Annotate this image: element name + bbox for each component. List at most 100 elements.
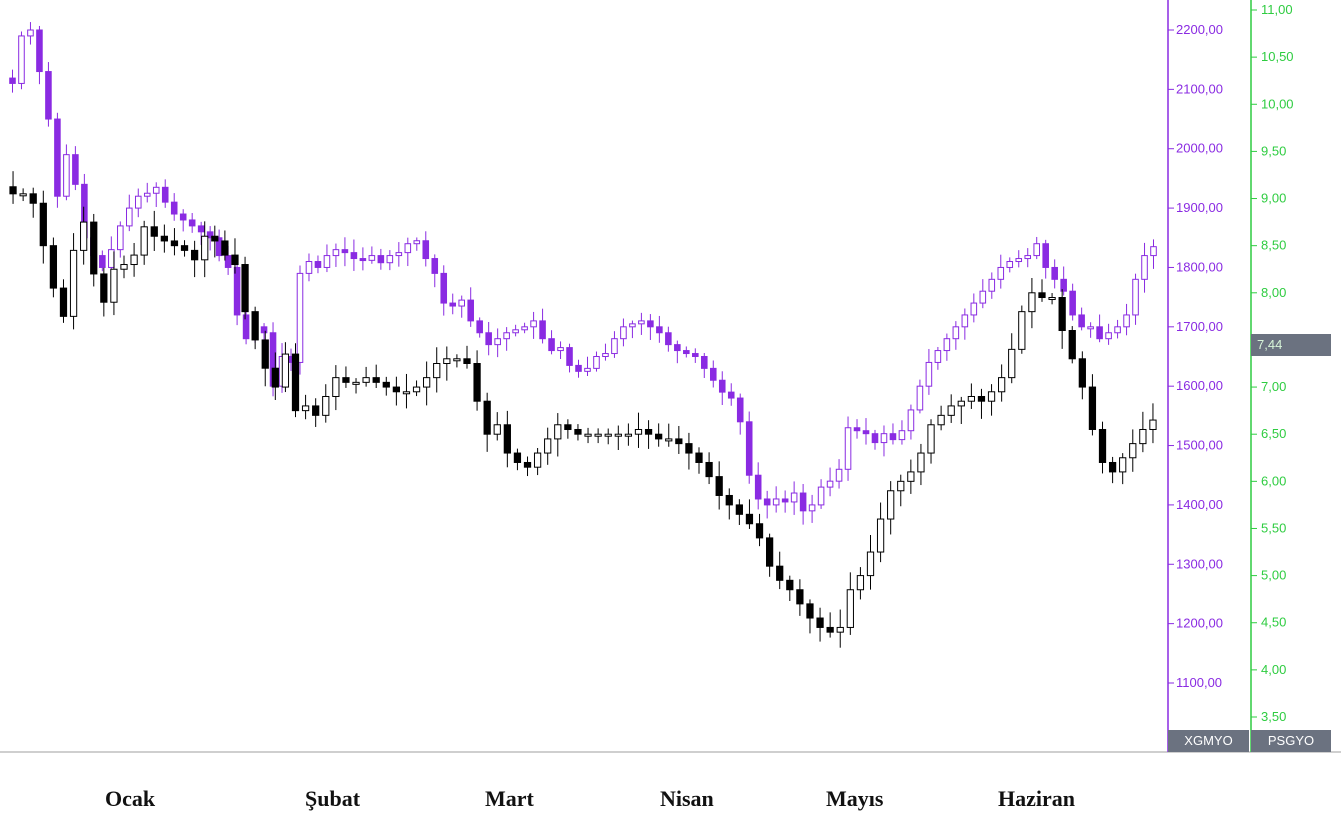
xgmyo-candle-body: [305, 261, 313, 274]
psgyo-axis-ticks: 3,504,004,505,005,506,006,507,007,508,00…: [1251, 2, 1294, 724]
xgmyo-candle-body: [188, 219, 196, 227]
xgmyo-candle-body: [799, 492, 807, 512]
xgmyo-candle-body: [467, 299, 474, 322]
psgyo-candle-body: [342, 377, 350, 383]
xgmyo-candle-body: [853, 427, 861, 432]
psgyo-candle-body: [594, 433, 602, 437]
xgmyo-candle-body: [260, 326, 268, 334]
psgyo-candle-body: [665, 438, 673, 442]
psgyo-candle-body: [1068, 330, 1076, 360]
xgmyo-candle-body: [485, 332, 492, 346]
xgmyo-candle-body: [233, 266, 241, 316]
xgmyo-candle-body: [242, 314, 250, 340]
psgyo-candle-body: [1028, 292, 1036, 313]
xgmyo-candle-body: [1015, 258, 1023, 263]
psgyo-candle-body: [806, 603, 814, 619]
xgmyo-candle-body: [152, 186, 160, 194]
xgmyo-candle-body: [880, 433, 888, 444]
psgyo-candle-body: [90, 221, 98, 275]
psgyo-candle-body: [1058, 297, 1066, 332]
xgmyo-candles: [9, 22, 1157, 525]
xgmyo-candle-body: [808, 504, 816, 512]
psgyo-candle-body: [644, 428, 653, 435]
xgmyo-candle-body: [224, 255, 232, 268]
psgyo-candle-body: [170, 240, 179, 247]
xgmyo-candle-body: [386, 255, 394, 264]
psgyo-candle-body: [554, 424, 562, 440]
psgyo-candle-body: [1108, 461, 1117, 473]
psgyo-candle-body: [675, 438, 683, 445]
psgyo-candle-body: [59, 287, 68, 317]
xgmyo-axis-ticks: 1100,00 1200,00 1300,00 1400,00 1500,00 1600,…: [1168, 22, 1223, 690]
psgyo-candle-body: [241, 264, 249, 313]
xgmyo-candle-body: [997, 266, 1005, 280]
psgyo-candle-body: [735, 504, 743, 515]
psgyo-candle-body: [564, 424, 572, 430]
xgmyo-candle-body: [521, 326, 528, 331]
psgyo-candle-body: [190, 249, 199, 261]
psgyo-candle-body: [382, 381, 390, 388]
xgmyo-candle-body: [736, 397, 744, 423]
xgmyo-candle-body: [548, 338, 555, 352]
psgyo-candle-body: [463, 358, 471, 364]
xgmyo-candle-body: [530, 320, 537, 328]
xgmyo-candle-body: [36, 29, 43, 73]
psgyo-candle-body: [231, 254, 239, 266]
psgyo-tick-label: 11,00: [1261, 2, 1293, 17]
psgyo-candle-body: [140, 226, 148, 256]
psgyo-tick-label: 6,50: [1261, 426, 1286, 441]
psgyo-candle-body: [786, 579, 794, 591]
psgyo-candle-body: [322, 395, 330, 416]
psgyo-candle-body: [1038, 292, 1046, 299]
xgmyo-candle-body: [1096, 326, 1103, 340]
psgyo-candle-body: [221, 240, 229, 256]
xgmyo-candle-body: [197, 225, 205, 233]
xgmyo-candle-body: [934, 350, 942, 363]
psgyo-candle-body: [120, 264, 128, 270]
xgmyo-candle-body: [862, 430, 870, 435]
psgyo-candle-body: [1078, 358, 1086, 388]
xgmyo-candle-body: [18, 35, 25, 84]
xgmyo-candle-body: [377, 255, 385, 264]
psgyo-candle-body: [49, 245, 58, 289]
xgmyo-candle-body: [512, 329, 519, 334]
month-label-mayis: Mayıs: [826, 786, 884, 811]
xgmyo-candle-body: [1150, 246, 1157, 257]
psgyo-tick-label: 8,50: [1261, 238, 1286, 253]
psgyo-candles: [9, 171, 1157, 648]
psgyo-tick-label: 4,50: [1261, 615, 1286, 630]
xgmyo-candle-body: [108, 249, 115, 268]
xgmyo-candle-body: [925, 361, 933, 387]
psgyo-candle-body: [624, 433, 633, 437]
psgyo-candle-body: [715, 476, 723, 496]
xgmyo-candle-body: [143, 192, 151, 197]
xgmyo-candle-body: [494, 338, 501, 346]
xgmyo-tick-label: 2100,00: [1176, 81, 1223, 96]
xgmyo-candle-body: [314, 261, 322, 268]
xgmyo-candle-body: [341, 249, 349, 254]
xgmyo-candle-body: [458, 299, 465, 307]
psgyo-candle-body: [846, 589, 854, 628]
xgmyo-candle-body: [889, 433, 897, 441]
xgmyo-candle-body: [1087, 326, 1094, 330]
xgmyo-candle-body: [99, 255, 106, 268]
psgyo-tick-label: 5,00: [1261, 568, 1286, 583]
psgyo-last-value-badge: 7,44: [1251, 334, 1331, 356]
xgmyo-candle-body: [332, 249, 340, 257]
psgyo-candle-body: [473, 363, 481, 402]
psgyo-candle-body: [544, 438, 552, 454]
psgyo-tick-label: 10,50: [1261, 49, 1294, 64]
psgyo-candle-body: [160, 235, 168, 242]
xgmyo-candle-body: [431, 258, 439, 274]
xgmyo-candle-body: [1051, 266, 1058, 280]
xgmyo-candle-body: [126, 207, 133, 227]
psgyo-candle-body: [332, 377, 340, 397]
xgmyo-candle-body: [539, 320, 546, 340]
xgmyo-candle-body: [979, 290, 987, 304]
xgmyo-candle-body: [593, 356, 600, 369]
xgmyo-candle-body: [323, 255, 331, 268]
xgmyo-candle-body: [970, 302, 978, 316]
psgyo-candle-body: [947, 405, 955, 416]
psgyo-candle-body: [110, 268, 118, 303]
